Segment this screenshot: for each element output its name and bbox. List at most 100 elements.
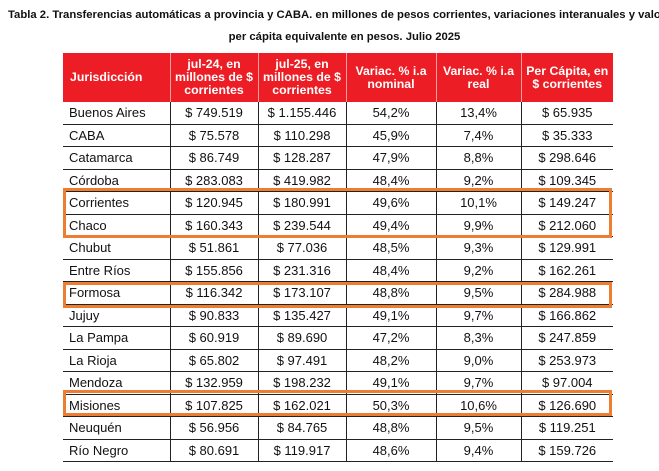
cell-jurisdiccion: Misiones [63, 394, 171, 417]
cell-per-capita: $ 212.060 [521, 214, 613, 237]
table-header-row: Jurisdicción jul-24, en millones de $ co… [63, 53, 613, 102]
table-row: Corrientes $ 120.945 $ 180.991 49,6% 10,1% $ … [63, 191, 613, 215]
table-row: Neuquén $ 56.956 $ 84.765 48,8% 9,5% $ 119.25… [63, 416, 613, 440]
cell-jurisdiccion: Chaco [63, 214, 171, 237]
cell-per-capita: $ 253.973 [521, 349, 613, 372]
cell-variac-nominal: 54,2% [346, 102, 437, 125]
cell-jurisdiccion: Chubut [63, 236, 171, 260]
cell-jurisdiccion: Río Negro [63, 439, 171, 462]
cell-variac-nominal: 49,1% [346, 304, 437, 327]
cell-jul24: $ 155.856 [170, 259, 259, 282]
cell-jul24: $ 120.945 [170, 191, 259, 215]
cell-per-capita: $ 109.345 [521, 169, 613, 192]
cell-jul25: $ 239.544 [258, 214, 347, 237]
cell-jul25: $ 231.316 [258, 259, 347, 282]
cell-variac-nominal: 49,6% [346, 191, 437, 215]
cell-jul24: $ 160.343 [170, 214, 259, 237]
cell-jurisdiccion: Córdoba [63, 169, 171, 192]
cell-per-capita: $ 166.862 [521, 304, 613, 327]
table-row: Misiones $ 107.825 $ 162.021 50,3% 10,6% $ 12… [63, 394, 613, 417]
column-header-jurisdiccion: Jurisdicción [63, 53, 171, 102]
table-row: Chubut $ 51.861 $ 77.036 48,5% 9,3% $ 129.991 [63, 236, 613, 260]
cell-jurisdiccion: La Rioja [63, 349, 171, 372]
cell-variac-nominal: 49,4% [346, 214, 437, 237]
table-row: Formosa $ 116.342 $ 173.107 48,8% 9,5% $ 284.… [63, 281, 613, 305]
cell-variac-nominal: 45,9% [346, 124, 437, 147]
cell-variac-real: 9,5% [436, 281, 522, 305]
cell-jul24: $ 80.691 [170, 439, 259, 462]
cell-variac-nominal: 48,4% [346, 169, 437, 192]
table-row: La Pampa $ 60.919 $ 89.690 47,2% 8,3% $ 247.8… [63, 326, 613, 350]
column-header-variac-real: Variac. % i.a real [436, 53, 522, 102]
cell-jul25: $ 419.982 [258, 169, 347, 192]
cell-per-capita: $ 298.646 [521, 146, 613, 170]
cell-jul24: $ 65.802 [170, 349, 259, 372]
table-row: Catamarca $ 86.749 $ 128.287 47,9% 8,8% $ 298… [63, 146, 613, 170]
cell-variac-nominal: 47,2% [346, 326, 437, 350]
cell-per-capita: $ 159.726 [521, 439, 613, 462]
cell-variac-real: 10,6% [436, 394, 522, 417]
cell-variac-real: 9,0% [436, 349, 522, 372]
cell-jurisdiccion: Jujuy [63, 304, 171, 327]
cell-jul25: $ 97.491 [258, 349, 347, 372]
cell-per-capita: $ 35.333 [521, 124, 613, 147]
column-header-jul25: jul-25, en millones de $ corrientes [258, 53, 347, 102]
cell-jul25: $ 162.021 [258, 394, 347, 417]
cell-variac-nominal: 48,2% [346, 349, 437, 372]
cell-jul24: $ 51.861 [170, 236, 259, 260]
cell-jul25: $ 1.155.446 [258, 102, 347, 125]
cell-variac-real: 9,7% [436, 371, 522, 395]
cell-jul25: $ 110.298 [258, 124, 347, 147]
cell-per-capita: $ 119.251 [521, 416, 613, 440]
cell-jurisdiccion: Formosa [63, 281, 171, 305]
cell-variac-nominal: 48,4% [346, 259, 437, 282]
cell-jurisdiccion: Buenos Aires [63, 102, 171, 125]
cell-jul25: $ 89.690 [258, 326, 347, 350]
table-row: CABA $ 75.578 $ 110.298 45,9% 7,4% $ 35.333 [63, 124, 613, 147]
cell-variac-nominal: 48,8% [346, 281, 437, 305]
column-header-variac-nominal: Variac. % i.a nominal [346, 53, 437, 102]
table-row: Río Negro $ 80.691 $ 119.917 48,6% 9,4% $ 159… [63, 439, 613, 462]
cell-jul24: $ 116.342 [170, 281, 259, 305]
table-title: Tabla 2. Transferencias automáticas a pr… [0, 4, 659, 48]
cell-jul24: $ 60.919 [170, 326, 259, 350]
cell-variac-real: 9,4% [436, 439, 522, 462]
cell-jurisdiccion: CABA [63, 124, 171, 147]
cell-jurisdiccion: Catamarca [63, 146, 171, 170]
cell-per-capita: $ 126.690 [521, 394, 613, 417]
cell-jurisdiccion: Mendoza [63, 371, 171, 395]
cell-variac-nominal: 50,3% [346, 394, 437, 417]
cell-per-capita: $ 162.261 [521, 259, 613, 282]
cell-variac-real: 9,2% [436, 259, 522, 282]
cell-jul24: $ 107.825 [170, 394, 259, 417]
cell-jul25: $ 119.917 [258, 439, 347, 462]
cell-jul24: $ 86.749 [170, 146, 259, 170]
table-row: Chaco $ 160.343 $ 239.544 49,4% 9,9% $ 212.06… [63, 214, 613, 237]
cell-jul25: $ 180.991 [258, 191, 347, 215]
cell-per-capita: $ 247.859 [521, 326, 613, 350]
cell-variac-real: 9,2% [436, 169, 522, 192]
column-header-per-capita: Per Cápita, en $ corrientes [521, 53, 613, 102]
cell-jul25: $ 128.287 [258, 146, 347, 170]
cell-jul24: $ 132.959 [170, 371, 259, 395]
cell-jul25: $ 173.107 [258, 281, 347, 305]
cell-jul24: $ 56.956 [170, 416, 259, 440]
cell-jul24: $ 283.083 [170, 169, 259, 192]
cell-jul25: $ 77.036 [258, 236, 347, 260]
cell-per-capita: $ 65.935 [521, 102, 613, 125]
cell-jurisdiccion: Entre Ríos [63, 259, 171, 282]
cell-variac-real: 9,9% [436, 214, 522, 237]
cell-variac-real: 9,3% [436, 236, 522, 260]
cell-variac-real: 8,8% [436, 146, 522, 170]
table-row: La Rioja $ 65.802 $ 97.491 48,2% 9,0% $ 253.9… [63, 349, 613, 372]
table-row: Buenos Aires $ 749.519 $ 1.155.446 54,2% 13,… [63, 102, 613, 125]
cell-per-capita: $ 284.988 [521, 281, 613, 305]
table-title-line-1: Tabla 2. Transferencias automáticas a pr… [8, 9, 659, 21]
cell-variac-real: 13,4% [436, 102, 522, 125]
cell-variac-real: 7,4% [436, 124, 522, 147]
table-row: Córdoba $ 283.083 $ 419.982 48,4% 9,2% $ 109.… [63, 169, 613, 192]
cell-jul24: $ 90.833 [170, 304, 259, 327]
table-row: Jujuy $ 90.833 $ 135.427 49,1% 9,7% $ 166.862 [63, 304, 613, 327]
cell-variac-nominal: 49,1% [346, 371, 437, 395]
cell-variac-nominal: 48,8% [346, 416, 437, 440]
